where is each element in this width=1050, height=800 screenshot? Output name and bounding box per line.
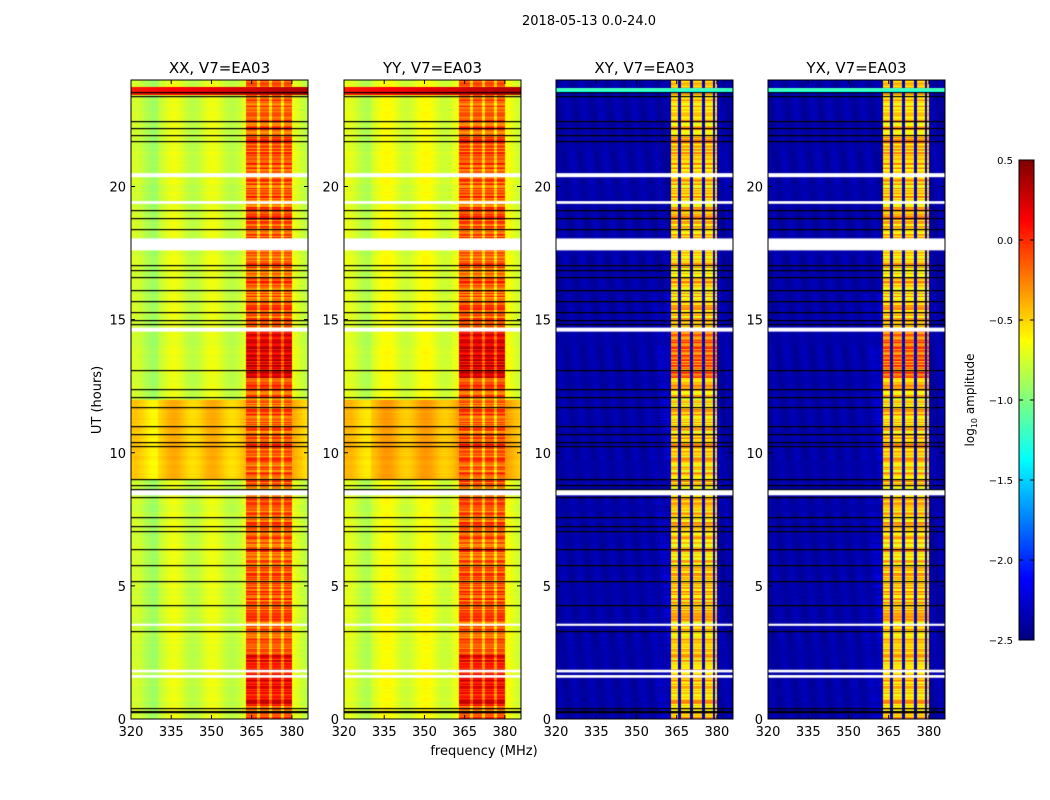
y-tick-label: 15 bbox=[746, 314, 763, 329]
x-tick-label: 335 bbox=[372, 725, 397, 740]
x-tick-label: 365 bbox=[876, 725, 901, 740]
x-tick-label: 350 bbox=[412, 725, 437, 740]
y-tick-label: 0 bbox=[118, 713, 126, 728]
y-tick-label: 0 bbox=[331, 713, 339, 728]
x-tick-label: 380 bbox=[279, 725, 304, 740]
x-tick-label: 380 bbox=[704, 725, 729, 740]
x-axis-label: frequency (MHz) bbox=[430, 744, 537, 759]
colorbar-tick-label: −2.0 bbox=[989, 556, 1013, 567]
plot-frame bbox=[130, 79, 309, 720]
x-tick-label: 365 bbox=[239, 725, 264, 740]
y-tick-label: 10 bbox=[534, 447, 551, 462]
plot-frame bbox=[555, 79, 734, 720]
x-tick-label: 320 bbox=[119, 725, 144, 740]
y-tick-label: 5 bbox=[118, 580, 126, 595]
heatmap-xy bbox=[556, 80, 733, 719]
colorbar-tick-label: −2.5 bbox=[989, 636, 1013, 647]
x-tick-label: 320 bbox=[544, 725, 569, 740]
panel-title: XX, V7=EA03 bbox=[169, 59, 270, 77]
y-tick-label: 0 bbox=[755, 713, 763, 728]
x-tick-label: 320 bbox=[756, 725, 781, 740]
y-tick-label: 15 bbox=[534, 314, 551, 329]
plot-frame bbox=[767, 79, 946, 720]
y-tick-label: 5 bbox=[331, 580, 339, 595]
y-tick-label: 15 bbox=[109, 314, 126, 329]
x-tick-label: 350 bbox=[624, 725, 649, 740]
x-tick-label: 380 bbox=[492, 725, 517, 740]
y-tick-label: 10 bbox=[322, 447, 339, 462]
y-tick-label: 10 bbox=[109, 447, 126, 462]
x-tick-label: 335 bbox=[159, 725, 184, 740]
x-tick-label: 350 bbox=[199, 725, 224, 740]
x-tick-label: 320 bbox=[332, 725, 357, 740]
y-tick-label: 5 bbox=[755, 580, 763, 595]
plot-frame bbox=[343, 79, 522, 720]
y-tick-label: 20 bbox=[109, 181, 126, 196]
colorbar-tick-label: −1.0 bbox=[989, 396, 1013, 407]
x-tick-label: 350 bbox=[836, 725, 861, 740]
y-tick-label: 0 bbox=[543, 713, 551, 728]
y-tick-label: 5 bbox=[543, 580, 551, 595]
x-tick-label: 335 bbox=[796, 725, 821, 740]
colorbar-tick-label: −0.5 bbox=[989, 316, 1013, 327]
colorbar bbox=[1019, 160, 1034, 640]
panel-title: YX, V7=EA03 bbox=[805, 59, 906, 77]
colorbar-tick-label: 0.5 bbox=[997, 156, 1013, 167]
colorbar-tick-label: −1.5 bbox=[989, 476, 1013, 487]
panel-title: XY, V7=EA03 bbox=[594, 59, 694, 77]
x-tick-label: 380 bbox=[916, 725, 941, 740]
x-tick-label: 335 bbox=[584, 725, 609, 740]
colorbar-tick-label: 0.0 bbox=[997, 236, 1013, 247]
y-tick-label: 20 bbox=[746, 181, 763, 196]
y-axis-label: UT (hours) bbox=[90, 366, 105, 434]
y-tick-label: 10 bbox=[746, 447, 763, 462]
y-tick-label: 15 bbox=[322, 314, 339, 329]
heatmap-yx bbox=[768, 80, 945, 719]
panel-title: YY, V7=EA03 bbox=[382, 59, 482, 77]
y-tick-label: 20 bbox=[534, 181, 551, 196]
x-tick-label: 365 bbox=[452, 725, 477, 740]
heatmap-xx bbox=[131, 80, 308, 719]
y-tick-label: 20 bbox=[322, 181, 339, 196]
figure-title: 2018-05-13 0.0-24.0 bbox=[522, 14, 656, 29]
x-tick-label: 365 bbox=[664, 725, 689, 740]
colorbar-label: log10 amplitude bbox=[963, 354, 979, 447]
heatmap-yy bbox=[344, 80, 521, 719]
